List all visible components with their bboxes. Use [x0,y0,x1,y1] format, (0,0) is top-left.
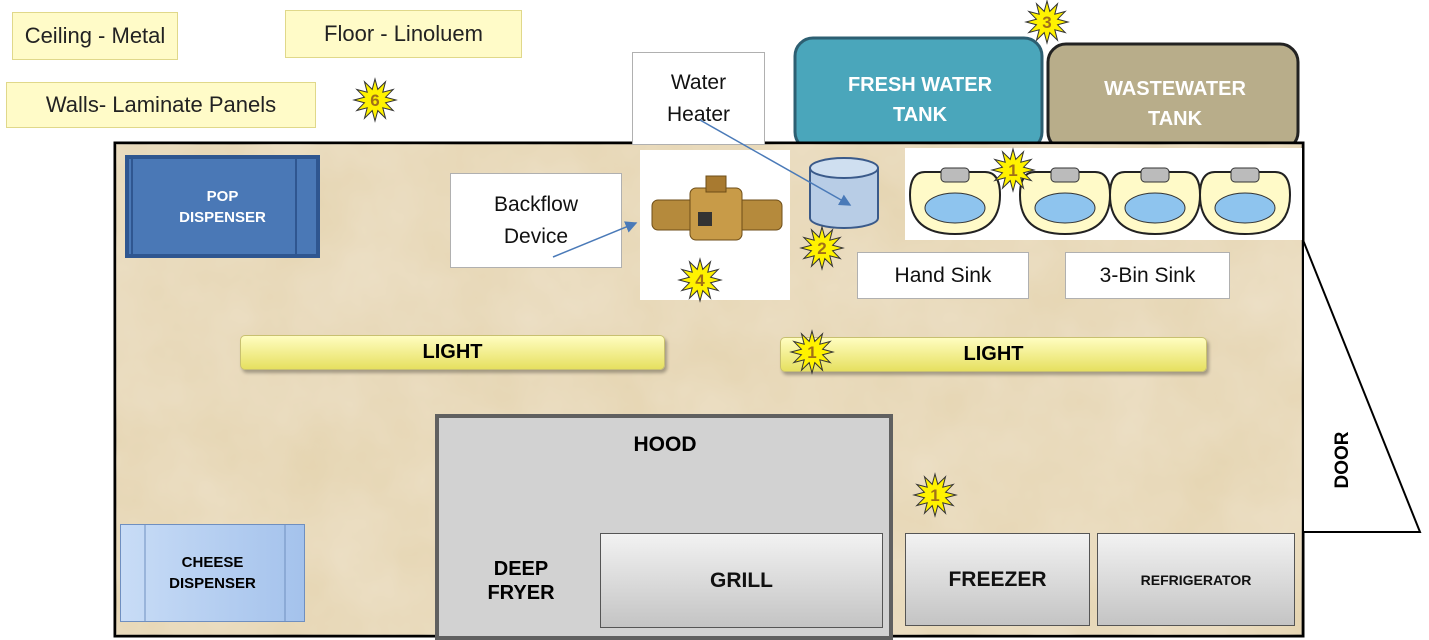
sinks [910,168,1290,234]
walls-label: Walls- Laminate Panels [6,82,316,128]
waste-tank-label: WASTEWATER TANK [1080,66,1270,141]
ceiling-label: Ceiling - Metal [12,12,178,60]
sink-water [1215,193,1275,223]
three-bin-sink-callout: 3-Bin Sink [1065,252,1230,299]
sink-water [1125,193,1185,223]
cheese-dispenser: CHEESE DISPENSER [120,524,305,622]
hood-label: HOOD [600,428,730,462]
door-label: DOOR [1328,410,1358,510]
deep-fryer-label: DEEP FRYER [459,537,583,624]
light-right: LIGHT [780,337,1207,372]
backflow-callout: Backflow Device [450,173,622,268]
fresh-tank-label: FRESH WATER TANK [830,62,1010,137]
grill: GRILL [600,533,883,628]
food-truck-diagram: Ceiling - Metal Floor - Linoluem Walls- … [0,0,1429,640]
refrigerator: REFRIGERATOR [1097,533,1295,626]
sink-faucet [941,168,969,182]
sink-faucet [1051,168,1079,182]
sink-water [925,193,985,223]
sink-water [1035,193,1095,223]
freezer: FREEZER [905,533,1090,626]
hand-sink-callout: Hand Sink [857,252,1029,299]
light-left: LIGHT [240,335,665,370]
sink-faucet [1231,168,1259,182]
sink-faucet [1141,168,1169,182]
door-shape [1303,240,1420,532]
water-heater-callout: Water Heater [632,52,765,145]
floor-label: Floor - Linoluem [285,10,522,58]
pop-dispenser: POP DISPENSER [125,155,320,258]
water-heater-shape [810,158,878,228]
